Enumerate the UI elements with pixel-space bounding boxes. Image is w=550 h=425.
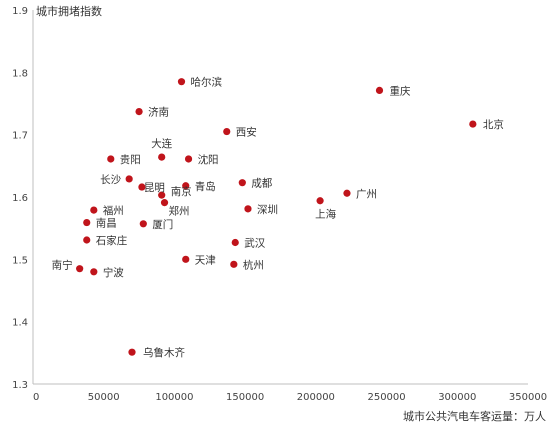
- x-tick-label: 100000: [155, 392, 193, 403]
- x-tick-label: 50000: [88, 392, 120, 403]
- y-axis-title: 城市拥堵指数: [36, 4, 102, 18]
- data-point: [184, 155, 193, 163]
- point-label: 杭州: [243, 258, 264, 271]
- x-tick-label: 150000: [226, 392, 264, 403]
- data-point: [83, 236, 91, 244]
- point-label: 郑州: [169, 205, 190, 218]
- point-label: 大连: [151, 137, 172, 150]
- point-label: 上海: [315, 208, 336, 221]
- x-axis-title: 城市公共汽电车客运量：万人: [403, 409, 546, 423]
- y-tick-label: 1.8: [12, 68, 28, 79]
- x-tick-label: 300000: [438, 392, 476, 403]
- data-point: [138, 183, 146, 191]
- point-label: 成都: [251, 178, 272, 190]
- point-label: 哈尔滨: [191, 76, 223, 89]
- data-point: [135, 108, 143, 116]
- data-point: [139, 220, 147, 228]
- data-point: [375, 86, 384, 95]
- x-tick-label: 250000: [367, 392, 405, 403]
- point-label: 福州: [103, 204, 124, 217]
- data-point: [238, 179, 246, 187]
- point-label: 宁波: [103, 266, 124, 279]
- y-tick-label: 1.4: [12, 318, 28, 329]
- data-point: [90, 206, 98, 214]
- data-point: [316, 197, 324, 205]
- point-label: 武汉: [244, 237, 265, 250]
- y-tick-label: 1.9: [12, 6, 28, 17]
- point-label: 广州: [356, 188, 377, 200]
- x-tick-label: 350000: [509, 392, 547, 403]
- data-point: [125, 175, 133, 183]
- point-label: 天津: [195, 254, 216, 266]
- point-label: 北京: [483, 118, 504, 131]
- data-point: [107, 155, 115, 163]
- y-tick-label: 1.6: [12, 193, 28, 204]
- y-tick-label: 1.5: [12, 255, 28, 266]
- data-point: [223, 127, 231, 136]
- data-point: [83, 218, 91, 227]
- point-label: 南宁: [52, 259, 73, 272]
- data-point: [160, 199, 169, 207]
- x-tick-label: 200000: [297, 392, 335, 403]
- point-label: 长沙: [100, 174, 121, 186]
- point-label: 沈阳: [198, 153, 219, 166]
- point-label: 济南: [148, 106, 169, 119]
- data-point: [182, 182, 190, 190]
- point-label: 石家庄: [96, 234, 128, 247]
- y-tick-label: 1.3: [12, 380, 28, 391]
- data-points: [76, 78, 477, 356]
- data-point: [158, 153, 166, 161]
- data-point: [158, 191, 166, 199]
- point-label: 南京: [171, 185, 192, 198]
- data-point: [230, 260, 238, 268]
- y-tick-labels: 1.3 1.4 1.5 1.6 1.7 1.8 1.9: [12, 6, 28, 391]
- point-label: 重庆: [390, 84, 411, 97]
- data-point: [244, 205, 252, 213]
- x-tick-labels: 0 50000 100000 150000 200000 250000 300000 3500…: [33, 392, 547, 403]
- point-label: 乌鲁木齐: [143, 346, 185, 359]
- point-label: 西安: [236, 126, 257, 139]
- data-point: [182, 255, 190, 263]
- x-tick-label: 0: [33, 392, 39, 403]
- data-point: [177, 78, 186, 86]
- data-point: [231, 238, 239, 247]
- point-label: 厦门: [152, 218, 173, 231]
- data-point: [469, 120, 477, 128]
- point-label: 青岛: [195, 180, 216, 193]
- point-label: 贵阳: [120, 153, 141, 166]
- data-point: [343, 189, 351, 197]
- data-point: [90, 268, 98, 276]
- y-tick-label: 1.7: [12, 131, 28, 142]
- point-label: 南昌: [96, 217, 117, 230]
- data-point: [128, 348, 136, 356]
- point-label: 昆明: [144, 182, 165, 194]
- data-point: [76, 265, 84, 273]
- point-label: 深圳: [257, 204, 278, 216]
